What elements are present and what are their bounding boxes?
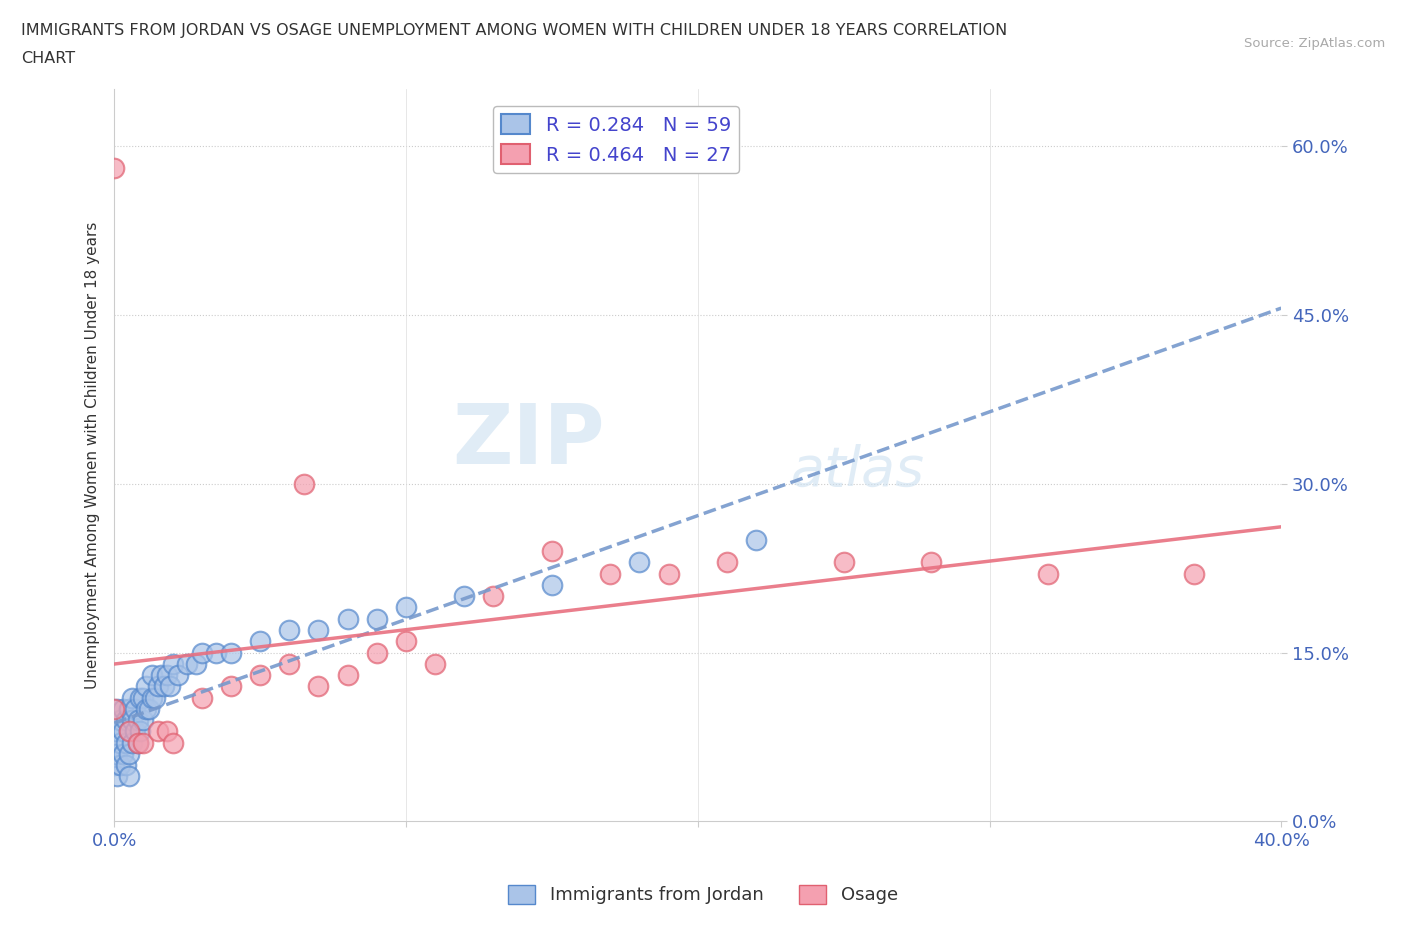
Text: IMMIGRANTS FROM JORDAN VS OSAGE UNEMPLOYMENT AMONG WOMEN WITH CHILDREN UNDER 18 : IMMIGRANTS FROM JORDAN VS OSAGE UNEMPLOY… [21, 23, 1007, 38]
Point [658, 566, 681, 581]
Point [108, 712, 131, 727]
Point [135, 679, 157, 694]
Point [127, 736, 149, 751]
Point [124, 724, 146, 738]
Point [118, 701, 141, 716]
Point [105, 747, 128, 762]
Point [118, 724, 141, 738]
Point [162, 736, 184, 751]
Point [149, 668, 172, 683]
Point [307, 679, 329, 694]
Legend: R = 0.284   N = 59, R = 0.464   N = 27: R = 0.284 N = 59, R = 0.464 N = 27 [494, 106, 738, 173]
Point [121, 690, 143, 705]
Point [105, 701, 128, 716]
Point [920, 555, 942, 570]
Text: ZIP: ZIP [451, 400, 605, 482]
Point [108, 736, 131, 751]
Point [156, 724, 179, 738]
Point [118, 724, 141, 738]
Point [745, 533, 768, 548]
Point [1036, 566, 1059, 581]
Point [366, 645, 388, 660]
Point [249, 634, 271, 649]
Point [423, 657, 446, 671]
Point [176, 657, 198, 671]
Point [146, 679, 169, 694]
Point [129, 690, 152, 705]
Point [127, 736, 149, 751]
Point [628, 555, 651, 570]
Point [832, 555, 855, 570]
Point [111, 724, 134, 738]
Point [103, 747, 125, 762]
Point [132, 712, 155, 727]
Point [1182, 566, 1205, 581]
Point [395, 600, 418, 615]
Point [105, 769, 128, 784]
Point [152, 679, 174, 694]
Point [103, 701, 125, 716]
Point [162, 657, 184, 671]
Point [108, 758, 131, 773]
Point [307, 622, 329, 637]
Point [111, 701, 134, 716]
Point [124, 701, 146, 716]
Point [292, 476, 315, 491]
Point [540, 544, 562, 559]
Point [190, 690, 212, 705]
Point [132, 736, 155, 751]
Point [146, 724, 169, 738]
Point [121, 736, 143, 751]
Point [159, 679, 181, 694]
Point [205, 645, 228, 660]
Point [249, 668, 271, 683]
Point [336, 668, 359, 683]
Point [105, 724, 128, 738]
Point [115, 712, 138, 727]
Point [129, 724, 152, 738]
Point [395, 634, 418, 649]
Point [278, 622, 301, 637]
Point [118, 769, 141, 784]
Point [127, 712, 149, 727]
Text: CHART: CHART [21, 51, 75, 66]
Point [453, 589, 475, 604]
Point [156, 668, 179, 683]
Point [138, 701, 160, 716]
Point [599, 566, 621, 581]
Point [141, 690, 163, 705]
Point [143, 690, 166, 705]
Point [482, 589, 505, 604]
Point [118, 747, 141, 762]
Point [336, 611, 359, 626]
Point [121, 712, 143, 727]
Point [103, 758, 125, 773]
Point [219, 679, 242, 694]
Legend: Immigrants from Jordan, Osage: Immigrants from Jordan, Osage [501, 878, 905, 911]
Point [103, 161, 125, 176]
Point [278, 657, 301, 671]
Text: Source: ZipAtlas.com: Source: ZipAtlas.com [1244, 37, 1385, 50]
Point [115, 736, 138, 751]
Point [219, 645, 242, 660]
Point [111, 747, 134, 762]
Point [115, 758, 138, 773]
Point [167, 668, 190, 683]
Point [716, 555, 738, 570]
Text: atlas: atlas [792, 444, 925, 497]
Point [141, 668, 163, 683]
Point [540, 578, 562, 592]
Y-axis label: Unemployment Among Women with Children Under 18 years: Unemployment Among Women with Children U… [86, 221, 100, 689]
Point [135, 701, 157, 716]
Point [103, 724, 125, 738]
Point [190, 645, 212, 660]
Point [132, 690, 155, 705]
Point [366, 611, 388, 626]
Point [184, 657, 207, 671]
